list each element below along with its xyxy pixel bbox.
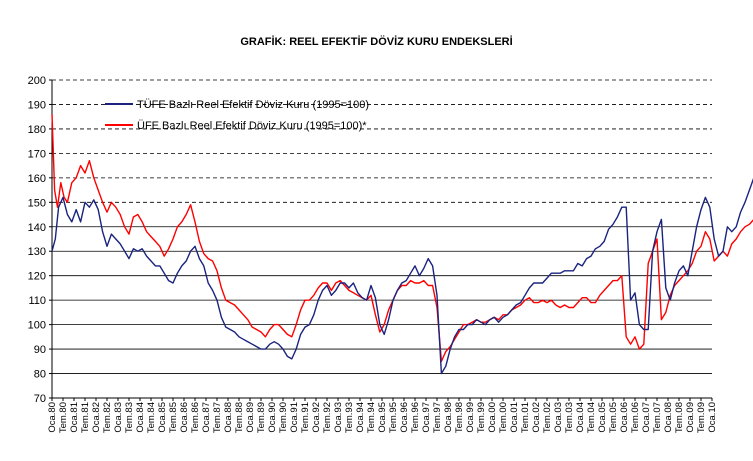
- y-tick-label: 70: [34, 393, 46, 405]
- y-tick-label: 120: [28, 271, 46, 283]
- y-tick-label: 110: [28, 295, 46, 307]
- x-tick-label: Oca.94: [355, 402, 366, 433]
- x-tick-label: Oca.10: [707, 402, 718, 433]
- x-tick-label: Oca.96: [399, 402, 410, 433]
- x-tick-label: Tem.89: [256, 402, 267, 433]
- legend: TÜFE Bazlı Reel Efektif Döviz Kuru (1995…: [105, 99, 369, 132]
- x-tick-label: Tem.91: [300, 402, 311, 433]
- x-tick-label: Oca.97: [421, 402, 432, 433]
- x-tick-label: Tem.94: [366, 402, 377, 433]
- y-tick-label: 80: [34, 369, 46, 381]
- x-tick-label: Oca.83: [113, 402, 124, 433]
- y-tick-labels: 70 80 90 100 110 120 130 140 150 160 170 180 190 200: [28, 75, 52, 405]
- x-tick-label: Tem.82: [102, 402, 113, 433]
- x-tick-label: Tem.97: [432, 402, 443, 433]
- x-tick-label: Oca.86: [179, 402, 190, 433]
- x-tick-label: Oca.80: [47, 402, 58, 433]
- x-tick-labels: Oca.80 Tem.80 Oca.81 Tem.81 Oca.82 Tem.82 Oca.…: [47, 398, 718, 433]
- x-tick-label: Oca.82: [91, 402, 102, 433]
- y-tick-label: 150: [28, 197, 46, 209]
- grid-lines: [52, 79, 712, 374]
- x-tick-label: Oca.04: [575, 402, 586, 433]
- x-tick-label: Oca.09: [685, 402, 696, 433]
- x-tick-label: Oca.93: [333, 402, 344, 433]
- x-tick-label: Tem.07: [652, 402, 663, 433]
- x-tick-label: Oca.92: [311, 402, 322, 433]
- x-tick-label: Oca.87: [201, 402, 212, 433]
- x-tick-label: Oca.98: [443, 402, 454, 433]
- x-tick-label: Tem.95: [388, 402, 399, 433]
- y-tick-label: 180: [28, 124, 46, 136]
- x-tick-label: Tem.01: [520, 402, 531, 433]
- x-tick-label: Tem.04: [586, 402, 597, 433]
- x-tick-label: Tem.92: [322, 402, 333, 433]
- y-tick-label: 90: [34, 344, 46, 356]
- x-tick-label: Oca.99: [465, 402, 476, 433]
- x-tick-label: Oca.00: [487, 402, 498, 433]
- y-tick-label: 200: [28, 75, 46, 87]
- x-tick-label: Tem.02: [542, 402, 553, 433]
- x-tick-label: Tem.83: [124, 402, 135, 433]
- x-tick-label: Oca.06: [619, 402, 630, 433]
- x-tick-label: Tem.96: [410, 402, 421, 433]
- y-tick-label: 100: [28, 320, 46, 332]
- x-tick-label: Oca.08: [663, 402, 674, 433]
- x-tick-label: Oca.81: [69, 402, 80, 433]
- y-tick-label: 140: [28, 222, 46, 234]
- x-tick-label: Tem.99: [476, 402, 487, 433]
- x-tick-label: Tem.00: [498, 402, 509, 433]
- x-tick-label: Tem.87: [212, 402, 223, 433]
- x-tick-label: Tem.86: [190, 402, 201, 433]
- series-line: [51, 114, 753, 362]
- y-tick-label: 160: [28, 173, 46, 185]
- x-tick-label: Oca.85: [157, 402, 168, 433]
- legend-label: TÜFE Bazlı Reel Efektif Döviz Kuru (1995…: [137, 99, 369, 111]
- series-line: [51, 177, 753, 375]
- x-tick-label: Oca.03: [553, 402, 564, 433]
- chart-title: GRAFİK: REEL EFEKTİF DÖVİZ KURU ENDEKSLE…: [240, 36, 513, 48]
- series-lines: [51, 114, 753, 375]
- x-tick-label: Tem.98: [454, 402, 465, 433]
- x-tick-label: Tem.80: [58, 402, 69, 433]
- x-tick-label: Oca.02: [531, 402, 542, 433]
- x-tick-label: Tem.09: [696, 402, 707, 433]
- x-tick-label: Tem.03: [564, 402, 575, 433]
- x-tick-label: Tem.08: [674, 402, 685, 433]
- x-tick-label: Tem.90: [278, 402, 289, 433]
- x-tick-label: Oca.91: [289, 402, 300, 433]
- x-tick-label: Tem.88: [234, 402, 245, 433]
- x-tick-label: Tem.05: [608, 402, 619, 433]
- x-tick-label: Oca.07: [641, 402, 652, 433]
- x-tick-label: Tem.81: [80, 402, 91, 433]
- x-tick-label: Oca.88: [223, 402, 234, 433]
- x-tick-label: Tem.85: [168, 402, 179, 433]
- legend-label: ÜFE Bazlı Reel Efektif Döviz Kuru (1995=…: [137, 120, 367, 132]
- x-tick-label: Tem.84: [146, 402, 157, 433]
- x-tick-label: Tem.06: [630, 402, 641, 433]
- x-tick-label: Oca.01: [509, 402, 520, 433]
- x-tick-label: Oca.89: [245, 402, 256, 433]
- y-tick-label: 190: [28, 99, 46, 111]
- x-tick-label: Oca.84: [135, 402, 146, 433]
- x-tick-label: Oca.95: [377, 402, 388, 433]
- x-tick-label: Tem.93: [344, 402, 355, 433]
- x-tick-label: Oca.05: [597, 402, 608, 433]
- y-tick-label: 170: [28, 148, 46, 160]
- x-tick-label: Oca.90: [267, 402, 278, 433]
- y-tick-label: 130: [28, 246, 46, 258]
